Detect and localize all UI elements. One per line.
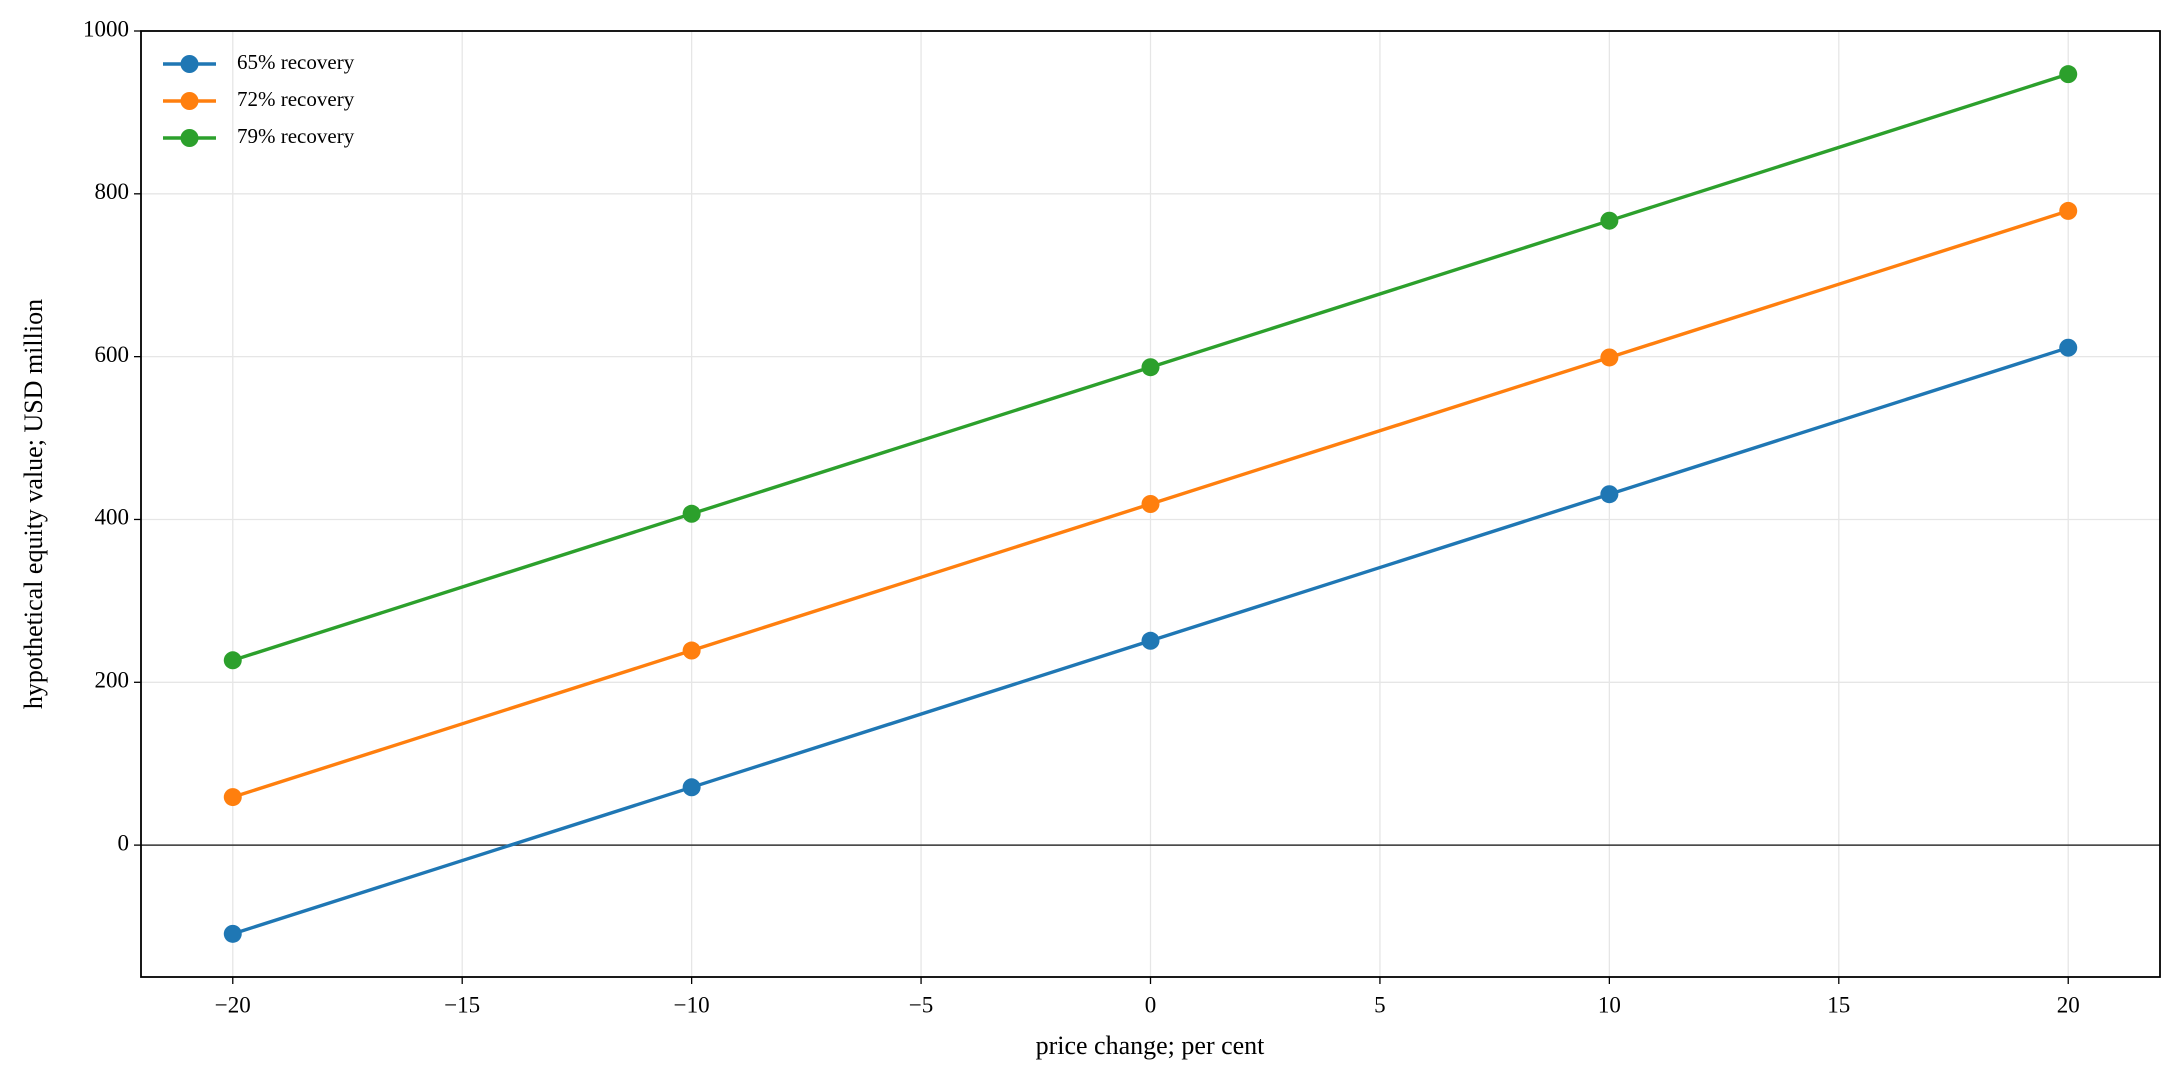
data-point [1141,631,1160,650]
data-point [682,641,701,660]
legend-marker [180,55,199,73]
legend-label: 65% recovery [237,50,355,74]
x-tick-label: 20 [2057,992,2080,1017]
data-point [1141,358,1160,377]
legend-marker [180,129,199,147]
y-tick-label: 800 [95,179,130,204]
data-point [682,778,701,797]
data-point [223,924,242,943]
data-point [2059,65,2078,84]
y-tick-label: 0 [118,830,130,855]
y-tick-label: 600 [95,342,130,367]
x-tick-label: −15 [444,992,480,1017]
x-tick-label: 5 [1374,992,1386,1017]
data-point [223,788,242,807]
y-tick-label: 1000 [83,16,129,41]
x-tick-label: −10 [674,992,710,1017]
data-point [2059,201,2078,220]
legend-label: 79% recovery [237,124,355,148]
legend-marker [180,92,199,110]
y-axis-label: hypothetical equity value; USD million [19,299,48,709]
x-tick-label: −20 [215,992,251,1017]
x-tick-label: 0 [1145,992,1157,1017]
x-axis-label: price change; per cent [1036,1031,1266,1060]
x-tick-label: −5 [909,992,933,1017]
y-tick-label: 400 [95,505,130,530]
plot-frame [140,30,2161,978]
data-point [223,651,242,670]
legend-label: 72% recovery [237,87,355,111]
x-tick-label: 10 [1598,992,1621,1017]
data-point [1600,348,1619,367]
data-point [1600,485,1619,504]
data-point [682,504,701,523]
data-point [2059,338,2078,357]
data-point [1141,495,1160,513]
x-tick-label: 15 [1827,992,1850,1017]
data-point [1600,211,1619,230]
y-tick-label: 200 [95,668,130,693]
